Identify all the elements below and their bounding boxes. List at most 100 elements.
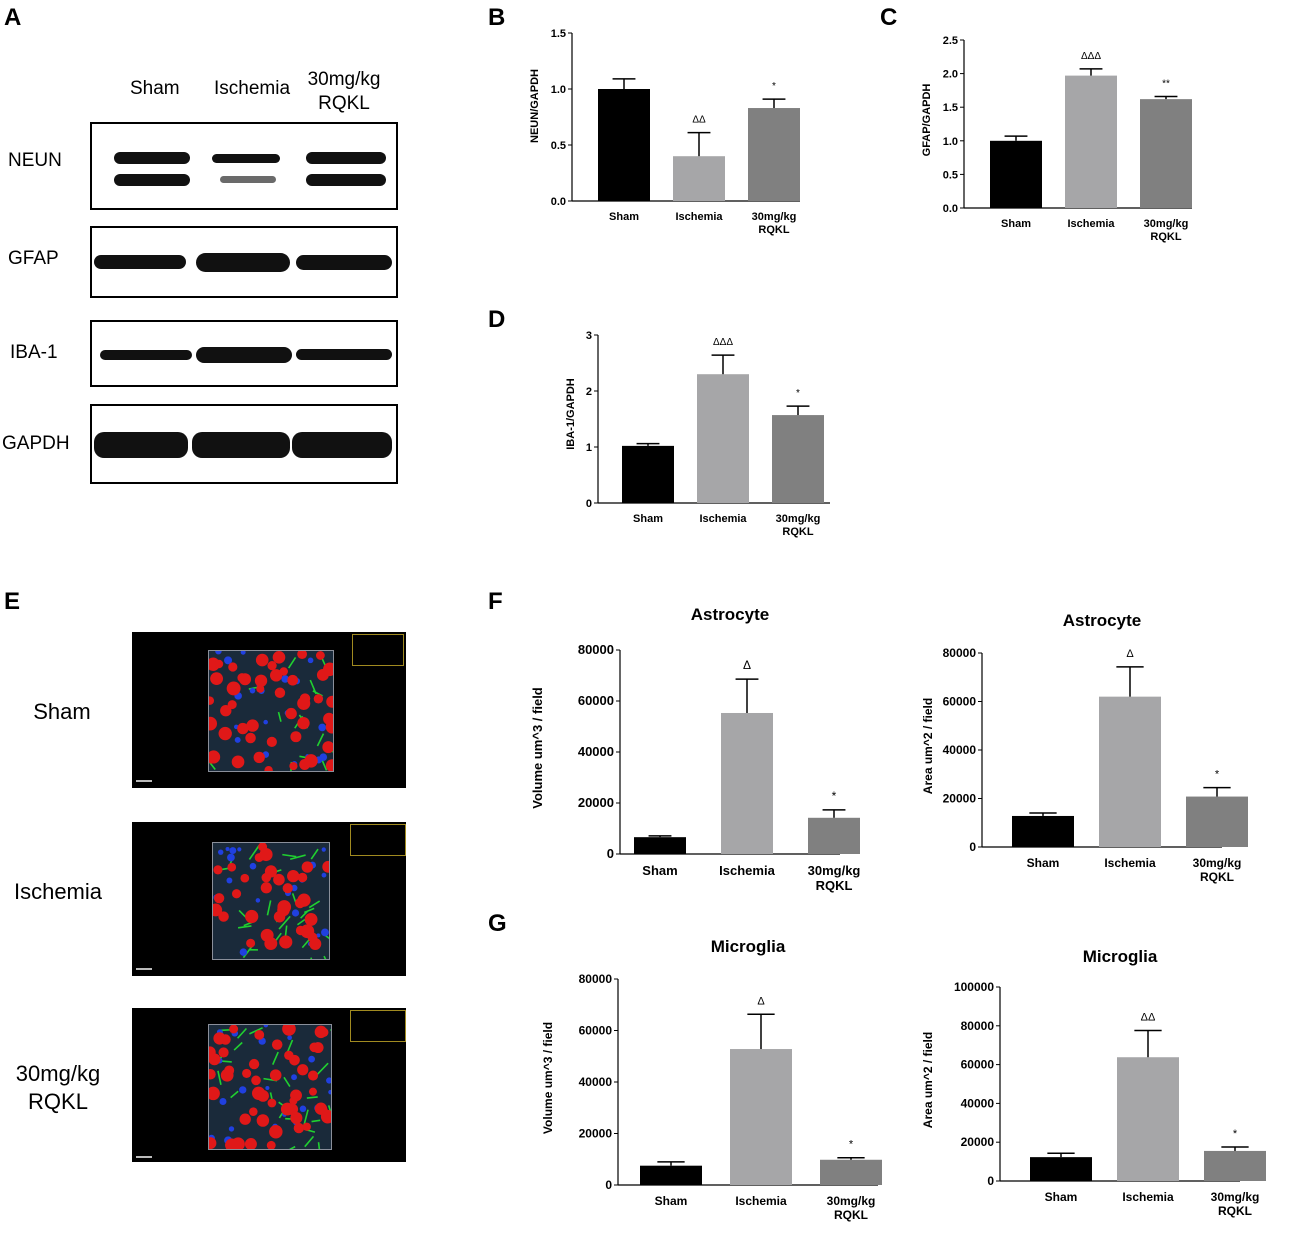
nucleus xyxy=(215,651,221,654)
nucleus xyxy=(229,847,236,854)
neuron-cell xyxy=(261,929,274,942)
neuron-cell xyxy=(273,651,286,664)
neuron-cell xyxy=(289,762,297,770)
neuron-cell xyxy=(209,1069,216,1080)
bar-0 xyxy=(640,1166,702,1185)
significance-mark: * xyxy=(1233,1128,1238,1140)
bar-0 xyxy=(990,141,1042,208)
if-volume-render xyxy=(212,842,330,960)
neuron-cell xyxy=(228,662,237,671)
scale-bar xyxy=(136,1156,152,1158)
band xyxy=(94,255,186,269)
band xyxy=(100,350,192,360)
bar-1 xyxy=(1117,1057,1179,1181)
astrocyte-process xyxy=(231,1091,239,1097)
neuron-cell xyxy=(251,1076,261,1086)
astrocyte-process xyxy=(311,849,318,859)
band xyxy=(114,152,190,164)
neuron-cell xyxy=(285,708,296,719)
nucleus xyxy=(256,898,260,902)
neuron-cell xyxy=(218,911,228,921)
neuron-cell xyxy=(283,883,293,893)
neuron-cell xyxy=(279,667,287,675)
neuron-cell xyxy=(297,1064,308,1075)
y-tick-label: 20000 xyxy=(578,795,614,810)
neuron-cell xyxy=(277,904,290,917)
if-inset-thumbnail xyxy=(350,1010,406,1042)
neuron-cell xyxy=(232,756,245,769)
nucleus xyxy=(250,688,256,694)
significance-mark: ** xyxy=(1162,78,1170,89)
if-row-label-sham: Sham xyxy=(2,698,122,726)
neuron-cell xyxy=(215,660,224,669)
neuron-cell xyxy=(245,910,258,923)
blot-row-label-gfap: GFAP xyxy=(8,248,59,270)
chart-title: Astrocyte xyxy=(1063,611,1141,630)
y-tick-label: 0 xyxy=(969,840,976,854)
bar-0 xyxy=(598,89,650,201)
astrocyte-process xyxy=(319,1142,321,1149)
significance-mark: ΔΔΔ xyxy=(1081,51,1101,62)
chart-g-microglia-area: Microglia020000400006000080000100000Area… xyxy=(910,940,1270,1240)
nucleus xyxy=(322,847,326,851)
significance-mark: * xyxy=(1215,769,1220,781)
astrocyte-process xyxy=(238,926,251,928)
y-tick-label: 60000 xyxy=(961,1058,995,1072)
blot-row-label-neun: NEUN xyxy=(8,150,62,172)
neuron-cell xyxy=(245,1138,257,1149)
significance-mark: ΔΔΔ xyxy=(713,337,733,348)
nucleus xyxy=(218,849,223,854)
significance-mark: * xyxy=(796,388,800,399)
neuron-cell xyxy=(319,1106,328,1115)
blot-lane-label-ischemia: Ischemia xyxy=(214,78,290,100)
bar-2 xyxy=(772,415,824,503)
neuron-cell xyxy=(257,1090,269,1102)
bar-1 xyxy=(730,1049,792,1185)
y-tick-label: 60000 xyxy=(943,695,977,709)
bar-0 xyxy=(634,837,686,854)
neuron-cell xyxy=(264,766,272,771)
y-tick-label: 40000 xyxy=(578,744,614,759)
y-tick-label: 80000 xyxy=(961,1019,995,1033)
neuron-cell xyxy=(268,1099,277,1108)
neuron-cell xyxy=(309,938,321,950)
neuron-cell xyxy=(302,861,313,872)
neuron-cell xyxy=(269,1125,282,1138)
bar-1 xyxy=(1099,697,1161,847)
band xyxy=(220,176,276,183)
neuron-cell xyxy=(227,681,241,695)
neuron-cell xyxy=(237,723,248,734)
neuron-cell xyxy=(297,894,310,907)
neuron-cell xyxy=(239,673,251,685)
neuron-cell xyxy=(267,661,276,670)
bar-2 xyxy=(1186,797,1248,847)
y-axis-label: Volume um^3 / field xyxy=(541,1022,555,1134)
neuron-cell xyxy=(232,889,241,898)
neuron-cell xyxy=(219,1047,229,1057)
astrocyte-process xyxy=(305,1136,314,1146)
neuron-cell xyxy=(309,1088,317,1096)
nucleus xyxy=(300,1106,307,1113)
neuron-cell xyxy=(267,1141,276,1149)
band xyxy=(196,253,290,272)
nucleus xyxy=(250,863,257,870)
neuron-cell xyxy=(294,1123,304,1133)
x-tick-label: 30mg/kg xyxy=(1144,218,1189,230)
neuron-cell xyxy=(254,752,265,763)
x-tick-label: Sham xyxy=(609,211,639,223)
neuron-cell xyxy=(210,672,223,685)
x-tick-label: Ischemia xyxy=(699,513,747,525)
neuron-cell xyxy=(209,750,220,763)
neuron-cell xyxy=(308,1071,318,1081)
astrocyte-process xyxy=(284,1077,290,1086)
astrocyte-process xyxy=(238,1029,247,1039)
panel-letter-e: E xyxy=(4,588,20,616)
y-tick-label: 0 xyxy=(605,1178,612,1192)
y-tick-label: 2 xyxy=(586,386,592,398)
x-tick-label: Sham xyxy=(633,513,663,525)
y-axis-label: NEUN/GAPDH xyxy=(529,69,541,143)
panel-letter-b: B xyxy=(488,4,505,32)
y-tick-label: 40000 xyxy=(579,1075,613,1089)
band xyxy=(296,349,392,360)
